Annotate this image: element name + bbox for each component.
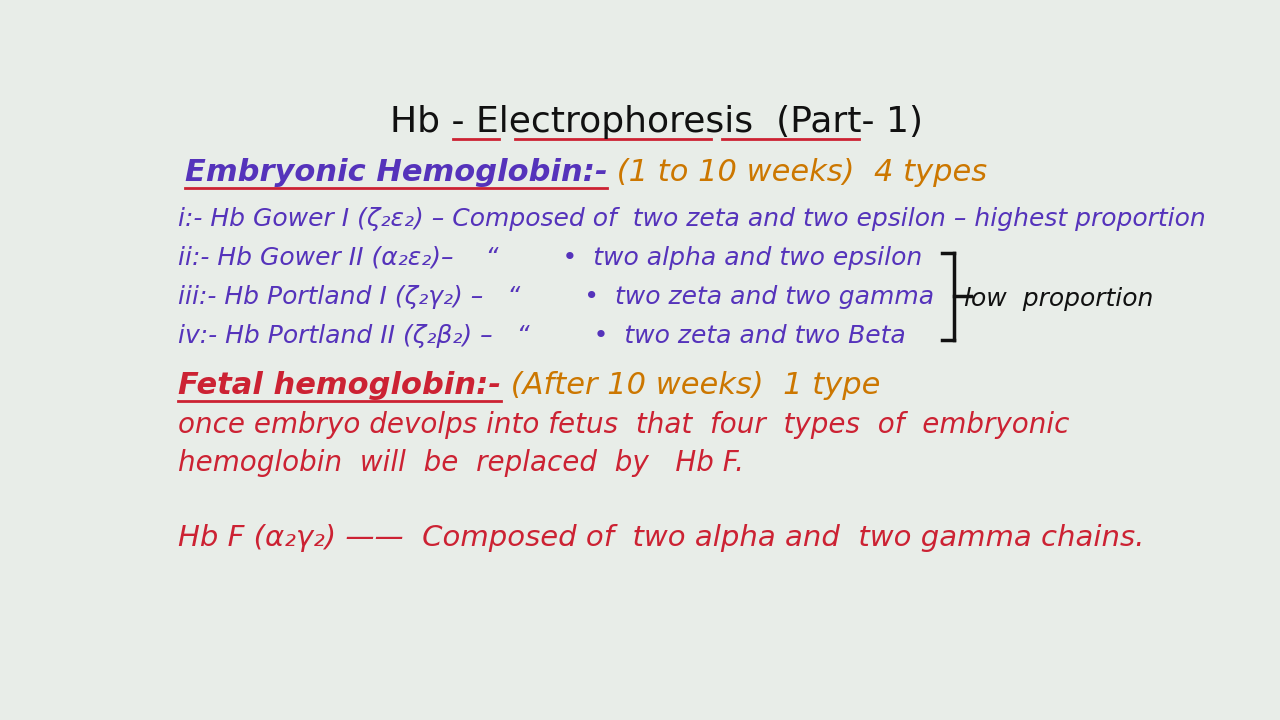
- Text: i:- Hb Gower I (ζ₂ε₂) – Composed of  two zeta and two epsilon – highest proporti: i:- Hb Gower I (ζ₂ε₂) – Composed of two …: [178, 207, 1206, 231]
- Text: once embryo devolps into fetus  that  four  types  of  embryonic: once embryo devolps into fetus that four…: [178, 410, 1069, 438]
- Text: (After 10 weeks)  1 type: (After 10 weeks) 1 type: [500, 372, 881, 400]
- Text: iii:- Hb Portland I (ζ₂γ₂) –   “        •  two zeta and two gamma: iii:- Hb Portland I (ζ₂γ₂) – “ • two zet…: [178, 285, 934, 309]
- Text: (1 to 10 weeks)  4 types: (1 to 10 weeks) 4 types: [608, 158, 988, 186]
- Text: low  proportion: low proportion: [964, 287, 1153, 311]
- Text: Hb F (α₂γ₂) ——  Composed of  two alpha and  two gamma chains.: Hb F (α₂γ₂) —— Composed of two alpha and…: [178, 524, 1144, 552]
- Text: hemoglobin  will  be  replaced  by   Hb F.: hemoglobin will be replaced by Hb F.: [178, 449, 744, 477]
- Text: Fetal hemoglobin:-: Fetal hemoglobin:-: [178, 372, 500, 400]
- Text: Embryonic Hemoglobin:-: Embryonic Hemoglobin:-: [184, 158, 608, 186]
- Text: ii:- Hb Gower II (α₂ε₂)–    “        •  two alpha and two epsilon: ii:- Hb Gower II (α₂ε₂)– “ • two alpha a…: [178, 246, 922, 270]
- Text: Hb - Electrophoresis  (Part- 1): Hb - Electrophoresis (Part- 1): [389, 105, 923, 140]
- Text: iv:- Hb Portland II (ζ₂β₂) –   “        •  two zeta and two Beta: iv:- Hb Portland II (ζ₂β₂) – “ • two zet…: [178, 324, 906, 348]
